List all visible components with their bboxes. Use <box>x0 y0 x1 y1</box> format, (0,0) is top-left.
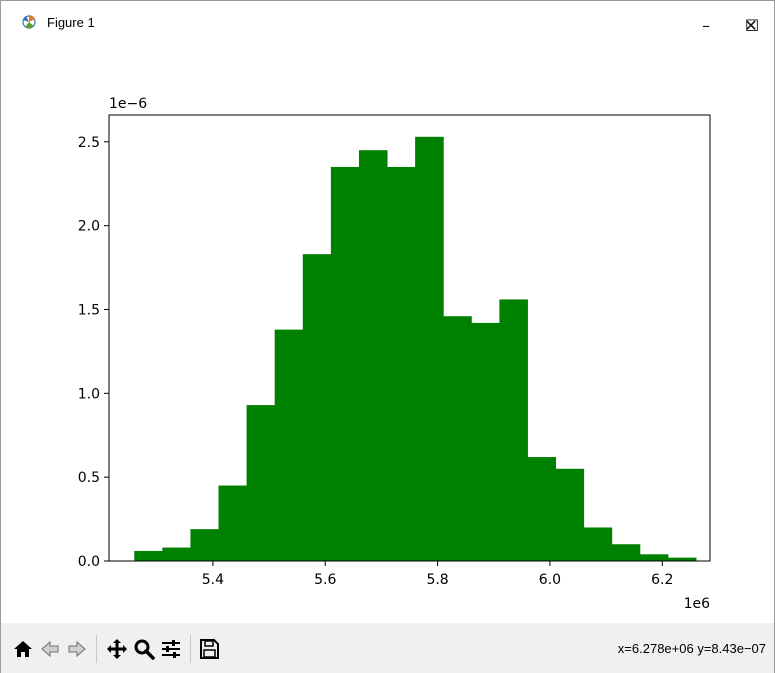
histogram-bar <box>302 254 332 562</box>
histogram-bar <box>218 485 248 561</box>
y-tick-label: 1.0 <box>78 386 100 402</box>
zoom-icon <box>134 639 155 660</box>
configure-subplots-icon <box>162 640 180 658</box>
x-tick-label: 5.6 <box>314 572 336 588</box>
x-offset-label: 1e6 <box>684 596 711 612</box>
matplotlib-app-icon <box>19 11 39 31</box>
y-tick-label: 0.0 <box>78 554 100 570</box>
maximize-button[interactable]: ☐ <box>729 1 775 49</box>
window-title: Figure 1 <box>47 15 95 30</box>
histogram-bar <box>387 166 416 561</box>
histogram-bar <box>358 150 388 562</box>
x-axis: 5.4 5.6 5.8 6.0 6.2 <box>202 561 673 588</box>
save-button[interactable] <box>197 637 221 661</box>
close-icon: ✕ <box>744 15 758 35</box>
histogram-bar <box>162 547 191 561</box>
histogram-bar <box>330 166 360 561</box>
histogram-bar <box>611 544 641 561</box>
histogram-bar <box>471 322 500 561</box>
configure-subplots-button[interactable] <box>159 637 183 661</box>
histogram-bar <box>667 557 697 561</box>
back-icon <box>41 640 59 658</box>
histogram-bar <box>527 457 557 561</box>
bars-group <box>134 136 697 562</box>
y-axis: 0.0 0.5 1.0 1.5 2.0 2.5 <box>78 135 109 570</box>
home-button[interactable] <box>11 637 35 661</box>
plot-canvas[interactable]: 5.4 5.6 5.8 6.0 6.2 0.0 0.5 1.0 1.5 2.0 2.5 1e−6 … <box>1 49 774 623</box>
maximize-icon: ☐ <box>744 15 760 35</box>
x-tick-label: 5.8 <box>426 572 448 588</box>
close-button[interactable]: ✕ <box>728 1 774 49</box>
minimize-icon: – <box>702 15 710 35</box>
back-button[interactable] <box>38 637 62 661</box>
toolbar-separator <box>96 635 97 663</box>
x-tick-label: 6.0 <box>539 572 561 588</box>
home-icon <box>14 641 32 657</box>
histogram-bar <box>134 550 163 561</box>
histogram-bar <box>274 329 304 561</box>
forward-icon <box>68 640 86 658</box>
y-tick-label: 2.5 <box>78 135 100 151</box>
pan-button[interactable] <box>105 637 129 661</box>
navigation-toolbar: x=6.278e+06 y=8.43e−07 <box>1 623 774 673</box>
histogram-bar <box>246 405 276 561</box>
title-bar[interactable]: Figure 1 – ☐ ✕ <box>1 1 774 49</box>
y-offset-label: 1e−6 <box>109 96 147 112</box>
histogram-bar <box>415 136 444 561</box>
minimize-button[interactable]: – <box>683 1 729 49</box>
y-tick-label: 0.5 <box>78 470 100 486</box>
histogram-bar <box>555 468 585 561</box>
cursor-coordinates: x=6.278e+06 y=8.43e−07 <box>617 641 766 656</box>
forward-button[interactable] <box>65 637 89 661</box>
y-tick-label: 1.5 <box>78 302 100 318</box>
x-tick-label: 5.4 <box>202 572 224 588</box>
toolbar-separator <box>190 635 191 663</box>
zoom-button[interactable] <box>132 637 156 661</box>
histogram-chart[interactable]: 5.4 5.6 5.8 6.0 6.2 0.00.51.01.52.02.5 1e−6 … <box>1 49 774 623</box>
y-tick-label: 2.0 <box>78 219 100 235</box>
axes-frame <box>108 114 711 562</box>
x-tick-label: 6.2 <box>651 572 673 588</box>
save-icon <box>200 639 219 659</box>
histogram-bar <box>443 316 472 561</box>
histogram-bar <box>583 527 613 561</box>
histogram-bar <box>639 554 669 561</box>
histogram-bar <box>499 299 528 561</box>
histogram-bar <box>190 529 220 561</box>
pan-icon <box>107 639 127 659</box>
